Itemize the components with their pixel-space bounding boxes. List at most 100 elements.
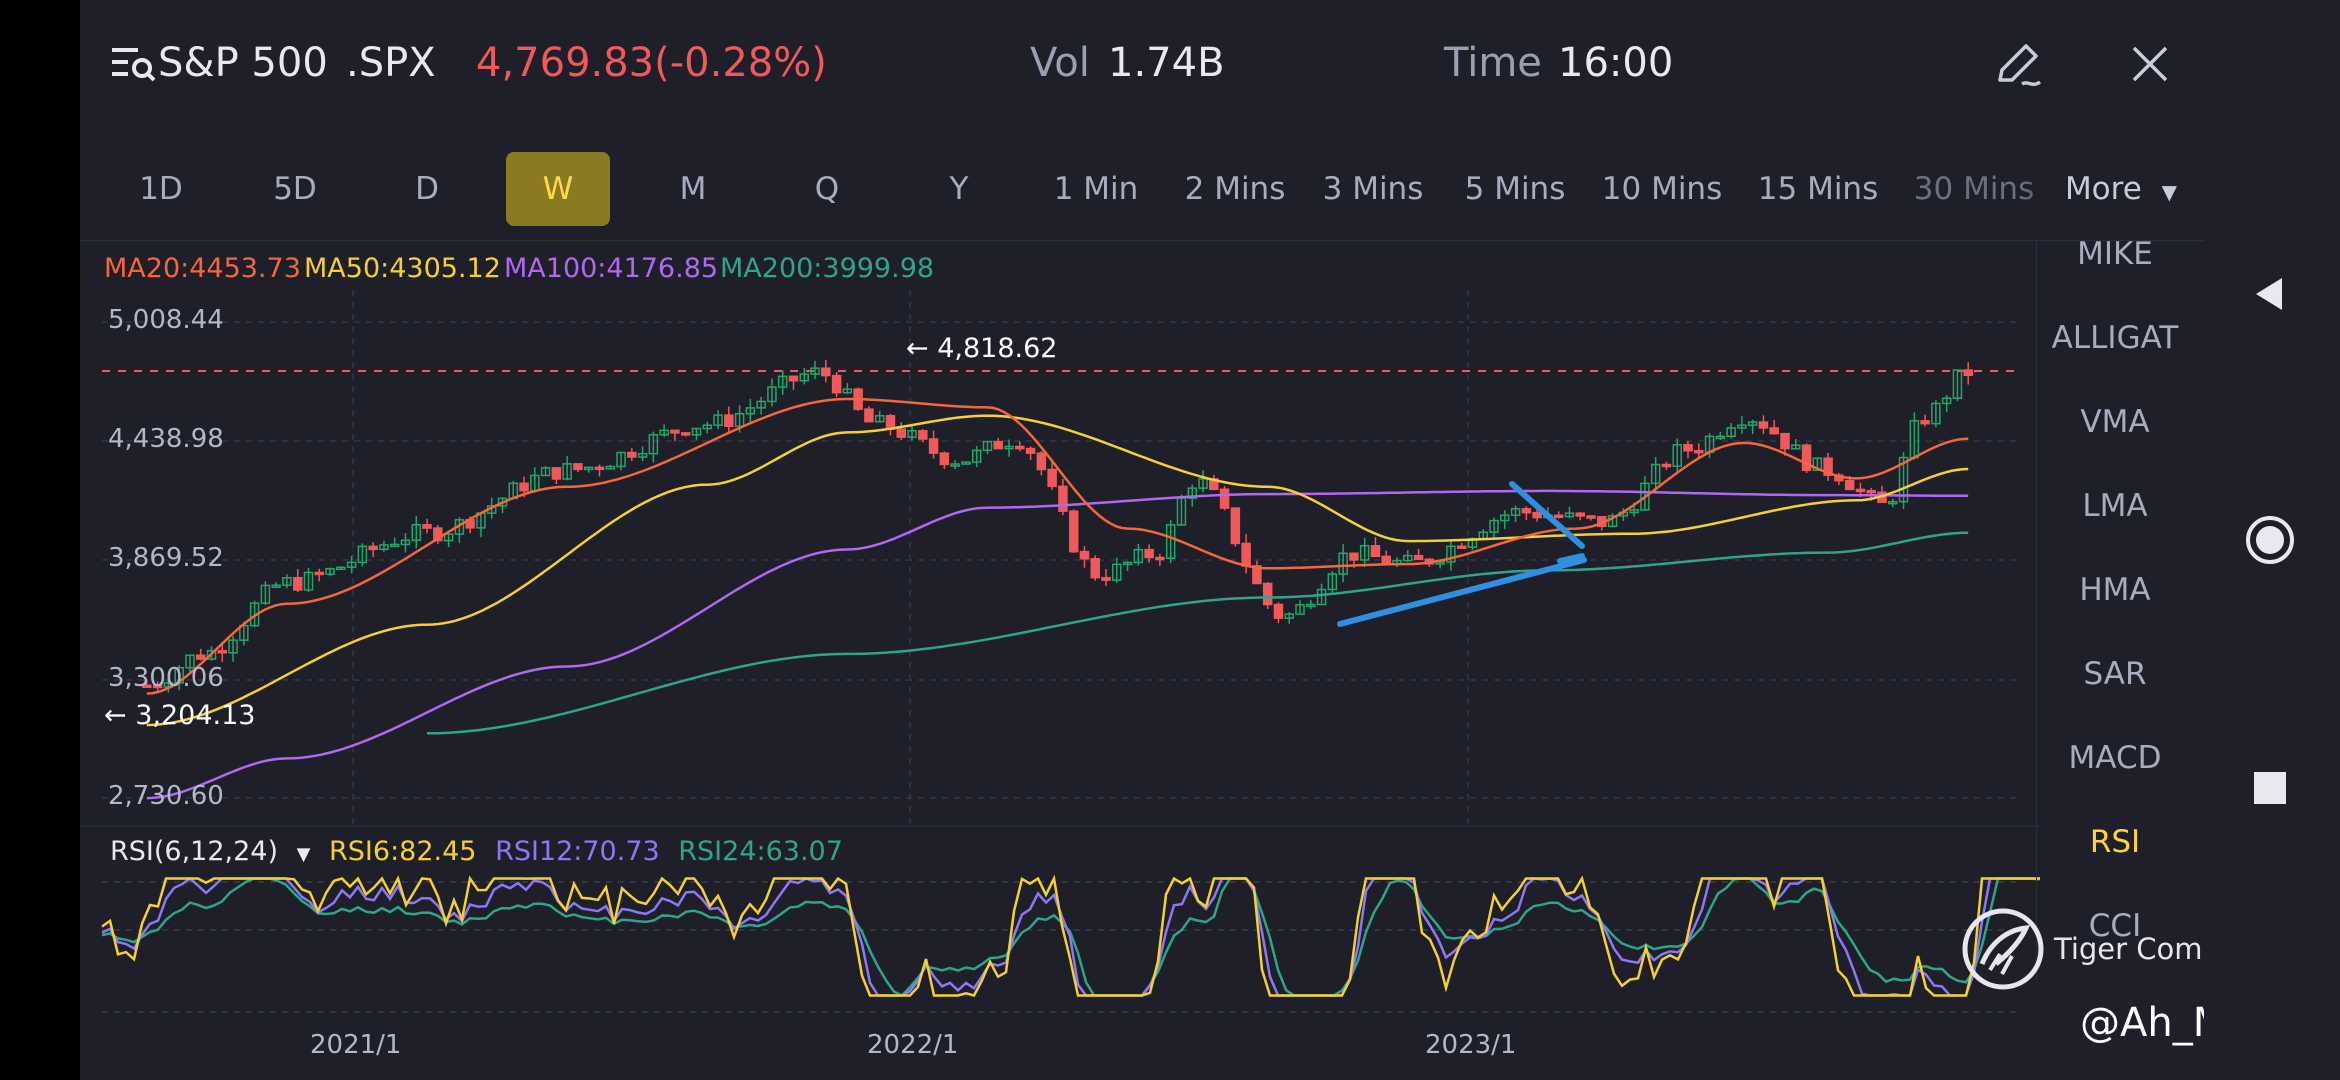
candle-body xyxy=(422,524,432,529)
divider xyxy=(80,240,2204,241)
ma20-line xyxy=(146,397,1969,695)
candle-body xyxy=(1165,524,1176,559)
tiger-logo-icon xyxy=(1962,908,2044,990)
candle-body xyxy=(1219,488,1230,509)
vol-value: 1.74B xyxy=(1108,40,1225,86)
candle-body xyxy=(1532,511,1542,519)
rsi-title[interactable]: RSI(6,12,24) xyxy=(110,836,278,867)
candle-body xyxy=(519,482,529,492)
ma20-legend: MA20:4453.73 xyxy=(104,253,301,284)
candle-body xyxy=(1510,508,1521,516)
candle-body xyxy=(1068,510,1079,553)
tab-10mins[interactable]: 10 Mins xyxy=(1601,171,1723,207)
candle-body xyxy=(346,561,357,569)
candle-body xyxy=(594,466,605,471)
candle-body xyxy=(842,388,853,394)
candle-body xyxy=(1101,576,1111,581)
candle-body xyxy=(292,577,303,591)
ma100-line xyxy=(146,489,1969,800)
candle-body xyxy=(1866,489,1876,494)
indicator-vma[interactable]: VMA xyxy=(2080,404,2150,440)
more-dropdown[interactable]: More ▼ xyxy=(2046,152,2196,226)
candle-body xyxy=(1941,397,1952,405)
tab-1d[interactable]: 1D xyxy=(139,171,183,207)
candle-body xyxy=(950,463,960,467)
tab-q[interactable]: Q xyxy=(814,171,840,207)
candle-body xyxy=(152,684,163,689)
candle-body xyxy=(1500,514,1510,522)
candle-body xyxy=(1338,552,1348,575)
recents-icon[interactable] xyxy=(2252,770,2288,806)
candle-body xyxy=(1640,482,1650,511)
indicator-mike[interactable]: MIKE xyxy=(2077,240,2153,272)
candle-body xyxy=(961,461,971,465)
rsi6-line xyxy=(101,874,2040,997)
candle-body xyxy=(1058,485,1068,512)
candle-body xyxy=(1564,512,1575,518)
candle-body xyxy=(400,539,411,546)
candle-body xyxy=(1747,421,1758,426)
candle-body xyxy=(368,545,378,551)
tab-d[interactable]: D xyxy=(415,171,439,207)
candle-body xyxy=(1230,507,1241,545)
ma50-legend: MA50:4305.12 xyxy=(304,253,501,284)
candle-body xyxy=(1952,369,1963,399)
pencil-icon[interactable] xyxy=(1992,40,2046,90)
ma200-legend: MA200:3999.98 xyxy=(720,253,935,284)
candle-body xyxy=(1920,420,1930,425)
tab-5d[interactable]: 5D xyxy=(273,171,317,207)
tab-3mins[interactable]: 3 Mins xyxy=(1322,171,1424,207)
indicator-alligator[interactable]: ALLIGAT xyxy=(2051,320,2179,356)
candle-body xyxy=(1844,479,1855,491)
tab-15mins[interactable]: 15 Mins xyxy=(1757,171,1879,207)
candle-body xyxy=(443,533,454,542)
candle-body xyxy=(1316,588,1327,606)
tab-w[interactable]: W xyxy=(506,152,610,226)
candle-body xyxy=(1456,545,1467,549)
candle-body xyxy=(195,654,206,660)
back-icon[interactable] xyxy=(2250,274,2290,314)
candle-body xyxy=(605,465,616,470)
indicator-cci[interactable]: CCI xyxy=(2088,908,2142,944)
candle-body xyxy=(433,527,443,542)
close-icon[interactable] xyxy=(2130,44,2170,84)
candle-body xyxy=(1823,457,1833,476)
candle-body xyxy=(142,684,152,689)
tab-5mins[interactable]: 5 Mins xyxy=(1464,171,1566,207)
symbol-name[interactable]: S&P 500 xyxy=(158,40,328,86)
tab-30mins[interactable]: 30 Mins xyxy=(1913,171,2035,207)
indicator-macd[interactable]: MACD xyxy=(2068,740,2162,776)
candle-body xyxy=(1273,603,1284,619)
caret-down-icon[interactable]: ▼ xyxy=(296,844,311,865)
home-icon[interactable] xyxy=(2244,514,2296,566)
candle-body xyxy=(1079,550,1090,560)
menu-search-icon[interactable] xyxy=(110,44,158,84)
indicator-rsi[interactable]: RSI xyxy=(2089,824,2141,860)
indicator-lma[interactable]: LMA xyxy=(2082,488,2148,524)
candle-body xyxy=(1726,427,1736,438)
tab-m[interactable]: M xyxy=(679,171,707,207)
more-fade xyxy=(2020,152,2204,226)
indicator-hma[interactable]: HMA xyxy=(2079,572,2151,608)
candlesticks xyxy=(142,359,1973,693)
time-value: 16:00 xyxy=(1558,40,1674,86)
tab-1min[interactable]: 1 Min xyxy=(1053,171,1139,207)
candle-body xyxy=(1586,515,1596,519)
candle-body xyxy=(918,430,928,440)
candle-body xyxy=(1252,565,1262,585)
candle-body xyxy=(1855,488,1866,493)
candle-body xyxy=(1327,573,1338,591)
indicator-sar[interactable]: SAR xyxy=(2083,656,2147,692)
rsi6-legend: RSI6:82.45 xyxy=(329,836,477,867)
tab-2mins[interactable]: 2 Mins xyxy=(1184,171,1286,207)
candle-body xyxy=(734,412,745,427)
candle-body xyxy=(982,440,993,452)
tab-y[interactable]: Y xyxy=(949,171,969,207)
candle-body xyxy=(1737,424,1747,429)
y-tick-label: 4,438.98 xyxy=(108,424,224,454)
candle-body xyxy=(206,649,217,660)
candle-body xyxy=(637,452,648,458)
candle-body xyxy=(1575,512,1585,517)
price-chart[interactable] xyxy=(80,0,2040,1080)
candle-body xyxy=(1801,444,1812,471)
